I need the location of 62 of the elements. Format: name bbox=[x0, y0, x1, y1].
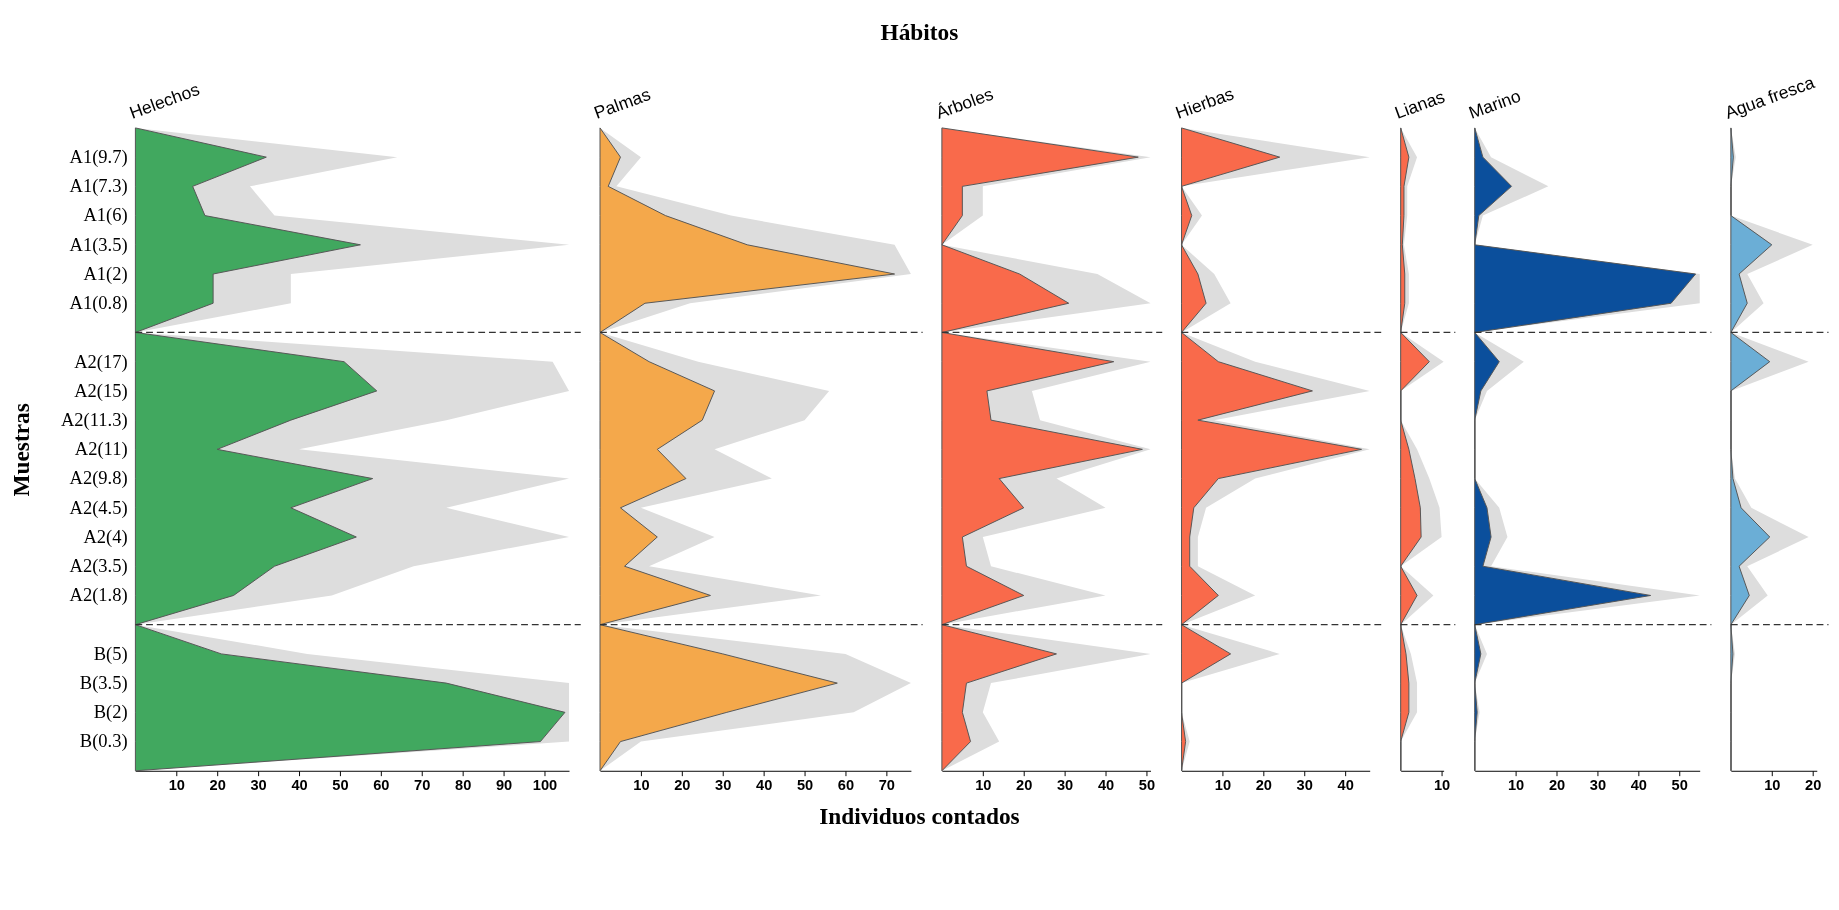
x-tick-label: 100 bbox=[532, 776, 558, 793]
chart-title: Palmas bbox=[591, 83, 654, 123]
y-tick-label: A2(1.8) bbox=[69, 585, 128, 607]
x-tick-label: 40 bbox=[756, 776, 773, 793]
x-tick-label: 40 bbox=[1097, 776, 1115, 793]
x-tick-label: 30 bbox=[1296, 776, 1313, 793]
y-tick-label: A2(17) bbox=[74, 351, 128, 373]
x-tick-label: 20 bbox=[674, 776, 691, 793]
x-tick-label: 10 bbox=[633, 776, 650, 793]
x-tick-label: 20 bbox=[1805, 776, 1822, 793]
x-tick-label: 50 bbox=[1138, 776, 1156, 793]
y-tick-label: B(5) bbox=[93, 643, 128, 665]
y-tick-label: A2(9.8) bbox=[69, 468, 128, 490]
x-tick-label: 10 bbox=[1214, 776, 1232, 793]
x-tick-label: 10 bbox=[1764, 776, 1781, 793]
y-tick-label: A1(2) bbox=[83, 263, 128, 285]
x-tick-label: 10 bbox=[1433, 776, 1451, 793]
x-tick-label: 30 bbox=[250, 776, 267, 793]
text: Individuos contados bbox=[819, 803, 1020, 830]
y-tick-label: A2(4) bbox=[83, 526, 128, 548]
y-tick-label: B(3.5) bbox=[79, 672, 128, 694]
x-tick-label: 50 bbox=[1671, 776, 1688, 793]
x-tick-label: 10 bbox=[975, 776, 992, 793]
chart-title: Árboles bbox=[933, 83, 997, 123]
y-tick-label: A1(6) bbox=[83, 205, 128, 227]
chart-title: Hierbas bbox=[1172, 83, 1237, 123]
x-tick-label: 90 bbox=[495, 776, 513, 793]
x-tick-label: 70 bbox=[414, 776, 431, 793]
chart-title: Agua fresca bbox=[1722, 71, 1818, 123]
y-tick-label: A2(11.3) bbox=[60, 409, 128, 431]
x-tick-label: 10 bbox=[1507, 776, 1525, 793]
y-axis-title: Muestras bbox=[7, 403, 34, 497]
x-tick-label: 50 bbox=[332, 776, 349, 793]
x-tick-label: 80 bbox=[455, 776, 472, 793]
x-tick-label: 20 bbox=[209, 776, 226, 793]
x-tick-label: 40 bbox=[1630, 776, 1647, 793]
chart-title: Marino bbox=[1466, 85, 1524, 123]
x-tick-label: 70 bbox=[878, 776, 895, 793]
chart-title: Lianas bbox=[1392, 86, 1448, 123]
x-tick-label: 20 bbox=[1255, 776, 1272, 793]
y-tick-label: A1(7.3) bbox=[69, 176, 128, 198]
y-tick-label: A2(11) bbox=[74, 439, 128, 461]
x-tick-label: 30 bbox=[1056, 776, 1074, 793]
x-tick-label: 30 bbox=[1589, 776, 1607, 793]
y-tick-label: B(0.3) bbox=[79, 731, 128, 753]
x-tick-label: 40 bbox=[1337, 776, 1354, 793]
y-tick-label: A1(9.7) bbox=[69, 146, 128, 168]
text: Hábitos bbox=[880, 19, 959, 46]
y-tick-label: A2(3.5) bbox=[69, 556, 128, 578]
x-tick-label: 20 bbox=[1016, 776, 1033, 793]
x-tick-label: 30 bbox=[715, 776, 732, 793]
x-tick-label: 20 bbox=[1548, 776, 1566, 793]
x-tick-label: 60 bbox=[837, 776, 855, 793]
x-tick-label: 40 bbox=[291, 776, 308, 793]
x-tick-label: 60 bbox=[373, 776, 390, 793]
y-tick-label: A1(0.8) bbox=[69, 293, 128, 315]
y-tick-label: A2(4.5) bbox=[69, 497, 128, 519]
y-tick-label: A2(15) bbox=[74, 380, 128, 402]
x-tick-label: 50 bbox=[796, 776, 814, 793]
x-tick-label: 10 bbox=[168, 776, 185, 793]
y-tick-label: B(2) bbox=[93, 702, 128, 724]
y-tick-label: A1(3.5) bbox=[69, 234, 128, 256]
